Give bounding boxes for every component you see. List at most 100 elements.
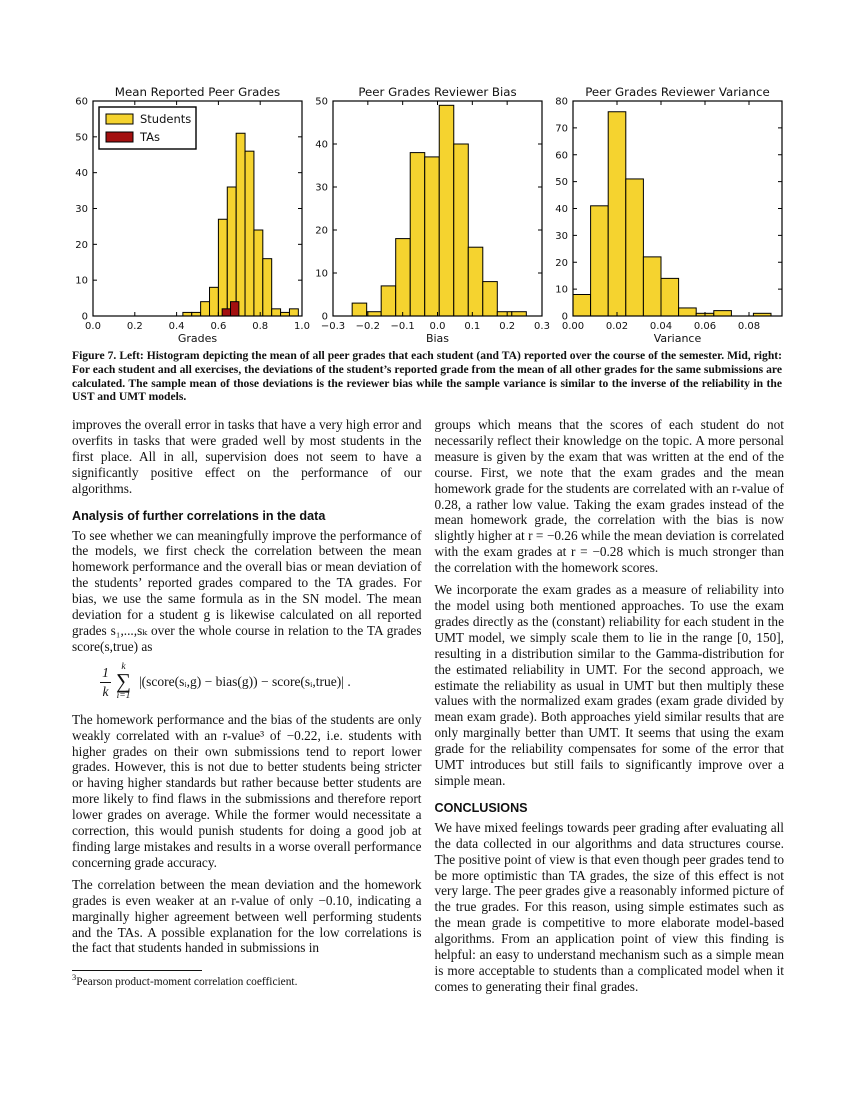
x-tick-label: 0.00 <box>562 321 584 332</box>
footnote-rule <box>72 970 202 972</box>
fraction-denominator: k <box>102 683 109 699</box>
histogram-bar-students <box>271 308 282 317</box>
formula-body: |(score(sᵢ,g) − bias(g)) − score(sᵢ,true… <box>138 674 351 690</box>
y-tick-label: 60 <box>555 150 568 161</box>
fraction-numerator: 1 <box>102 665 109 681</box>
section-heading-analysis: Analysis of further correlations in the … <box>72 508 326 523</box>
histogram-bar-students <box>511 311 527 317</box>
histogram-bar-students <box>713 310 732 317</box>
footnote-text: Pearson product-moment correlation coeff… <box>76 976 298 989</box>
x-tick-label: 0.06 <box>694 321 716 332</box>
histogram-bar-students <box>395 238 411 317</box>
paragraph: improves the overall error in tasks that… <box>72 417 422 496</box>
histogram-bar-students <box>288 308 299 317</box>
y-tick-label: 20 <box>75 240 88 251</box>
x-tick-label: 0.1 <box>464 321 480 332</box>
x-tick-label: 0.04 <box>650 321 672 332</box>
histogram-bar-students <box>409 152 426 317</box>
legend-label: TAs <box>139 130 160 144</box>
x-tick-label: 0.6 <box>210 321 226 332</box>
y-tick-label: 0 <box>562 312 568 323</box>
x-tick-label: −0.1 <box>391 321 415 332</box>
x-tick-label: 0.2 <box>499 321 515 332</box>
histogram-mean-reported-peer-grades: 0.0 0.2 0.4 0.6 0.8 1.0 0 10 20 30 40 50 60 Mean Repo… <box>75 85 310 345</box>
y-tick-label: 20 <box>555 258 568 269</box>
histogram-bar-students <box>424 156 440 317</box>
summation: k ∑ i=1 <box>116 661 131 702</box>
figure-caption: Figure 7. Left: Histogram depicting the … <box>72 349 782 404</box>
histogram-bar-students <box>607 111 627 317</box>
histogram-reviewer-variance: 0.00 0.02 0.04 0.06 0.08 0 10 20 30 40 50 60 70 80 Pee… <box>555 85 783 345</box>
chart-title: Mean Reported Peer Grades <box>115 85 280 99</box>
y-tick-label: 50 <box>75 132 88 143</box>
histogram-bar-students <box>625 178 644 317</box>
histogram-bar-students <box>482 281 498 317</box>
histogram-bar-students <box>200 301 211 317</box>
summation-lower-limit: i=1 <box>116 691 131 702</box>
sigma-symbol: ∑ <box>116 669 131 694</box>
histogram-bar-students <box>467 246 484 317</box>
x-tick-label: 0.08 <box>738 321 760 332</box>
chart-title: Peer Grades Reviewer Bias <box>358 85 516 99</box>
histogram-bar-students <box>351 302 368 317</box>
x-tick-label: −0.2 <box>356 321 380 332</box>
y-tick-label: 40 <box>315 140 328 151</box>
histogram-bar-students <box>572 294 592 317</box>
y-tick-label: 50 <box>555 177 568 188</box>
histogram-bar-students <box>453 143 469 317</box>
y-tick-label: 80 <box>555 97 568 108</box>
x-axis-label: Grades <box>178 332 218 345</box>
paragraph: We have mixed feelings towards peer grad… <box>434 819 785 994</box>
x-tick-label: 0.4 <box>169 321 185 332</box>
histogram-reviewer-bias: −0.3 −0.2 −0.1 0.0 0.1 0.2 0.3 0 10 20 30 40 50 Peer … <box>315 85 550 345</box>
histogram-bar-students <box>496 311 513 317</box>
y-tick-label: 20 <box>315 226 328 237</box>
y-tick-label: 40 <box>75 168 88 179</box>
paragraph: We incorporate the exam grades as a meas… <box>434 582 785 788</box>
x-axis-label: Bias <box>426 332 449 345</box>
footnote: 3Pearson product-moment correlation coef… <box>72 970 422 989</box>
histogram-bar-students <box>678 307 697 317</box>
paragraph: groups which means that the scores of ea… <box>434 417 785 576</box>
section-heading-conclusions: CONCLUSIONS <box>434 800 528 815</box>
histogram-bar-students <box>209 286 219 317</box>
y-tick-label: 10 <box>555 285 568 296</box>
histogram-bar-students <box>217 218 228 317</box>
legend-swatch-tas <box>105 131 134 143</box>
histogram-bar-students <box>380 285 397 317</box>
x-tick-label: 0.0 <box>430 321 446 332</box>
x-tick-label: 0.8 <box>252 321 268 332</box>
x-tick-label: 0.3 <box>534 321 550 332</box>
histogram-bar-students <box>235 132 246 317</box>
histogram-bar-students <box>590 205 609 317</box>
figure-7: 0.0 0.2 0.4 0.6 0.8 1.0 0 10 20 30 40 50 60 Mean Repo… <box>69 85 789 347</box>
y-tick-label: 10 <box>315 269 328 280</box>
legend-swatch-students <box>105 113 134 125</box>
x-tick-label: 0.02 <box>606 321 628 332</box>
summation-upper-limit: k <box>121 661 126 672</box>
fraction-bar <box>100 681 111 683</box>
x-tick-label: 1.0 <box>294 321 310 332</box>
histogram-bar-students <box>438 104 455 317</box>
y-tick-label: 30 <box>75 204 88 215</box>
y-tick-label: 10 <box>75 276 88 287</box>
histogram-bar-students <box>262 258 273 317</box>
histogram-bar-students <box>226 186 237 317</box>
right-column: groups which means that the scores of ea… <box>435 417 785 1001</box>
histogram-bar-students <box>253 229 264 317</box>
histogram-bar-tas <box>230 301 240 317</box>
legend-label: Students <box>140 112 191 126</box>
left-column: improves the overall error in tasks that… <box>72 417 422 1001</box>
x-tick-label: −0.3 <box>321 321 345 332</box>
y-tick-label: 30 <box>555 231 568 242</box>
x-tick-label: 0.2 <box>127 321 143 332</box>
chart-title: Peer Grades Reviewer Variance <box>585 85 770 99</box>
y-tick-label: 40 <box>555 204 568 215</box>
histogram-bar-students <box>244 150 255 317</box>
y-tick-label: 50 <box>315 97 328 108</box>
y-tick-label: 0 <box>82 312 88 323</box>
histogram-bar-students <box>660 277 680 317</box>
body-columns: improves the overall error in tasks that… <box>72 417 784 1001</box>
paragraph: To see whether we can meaningfully impro… <box>72 527 422 654</box>
